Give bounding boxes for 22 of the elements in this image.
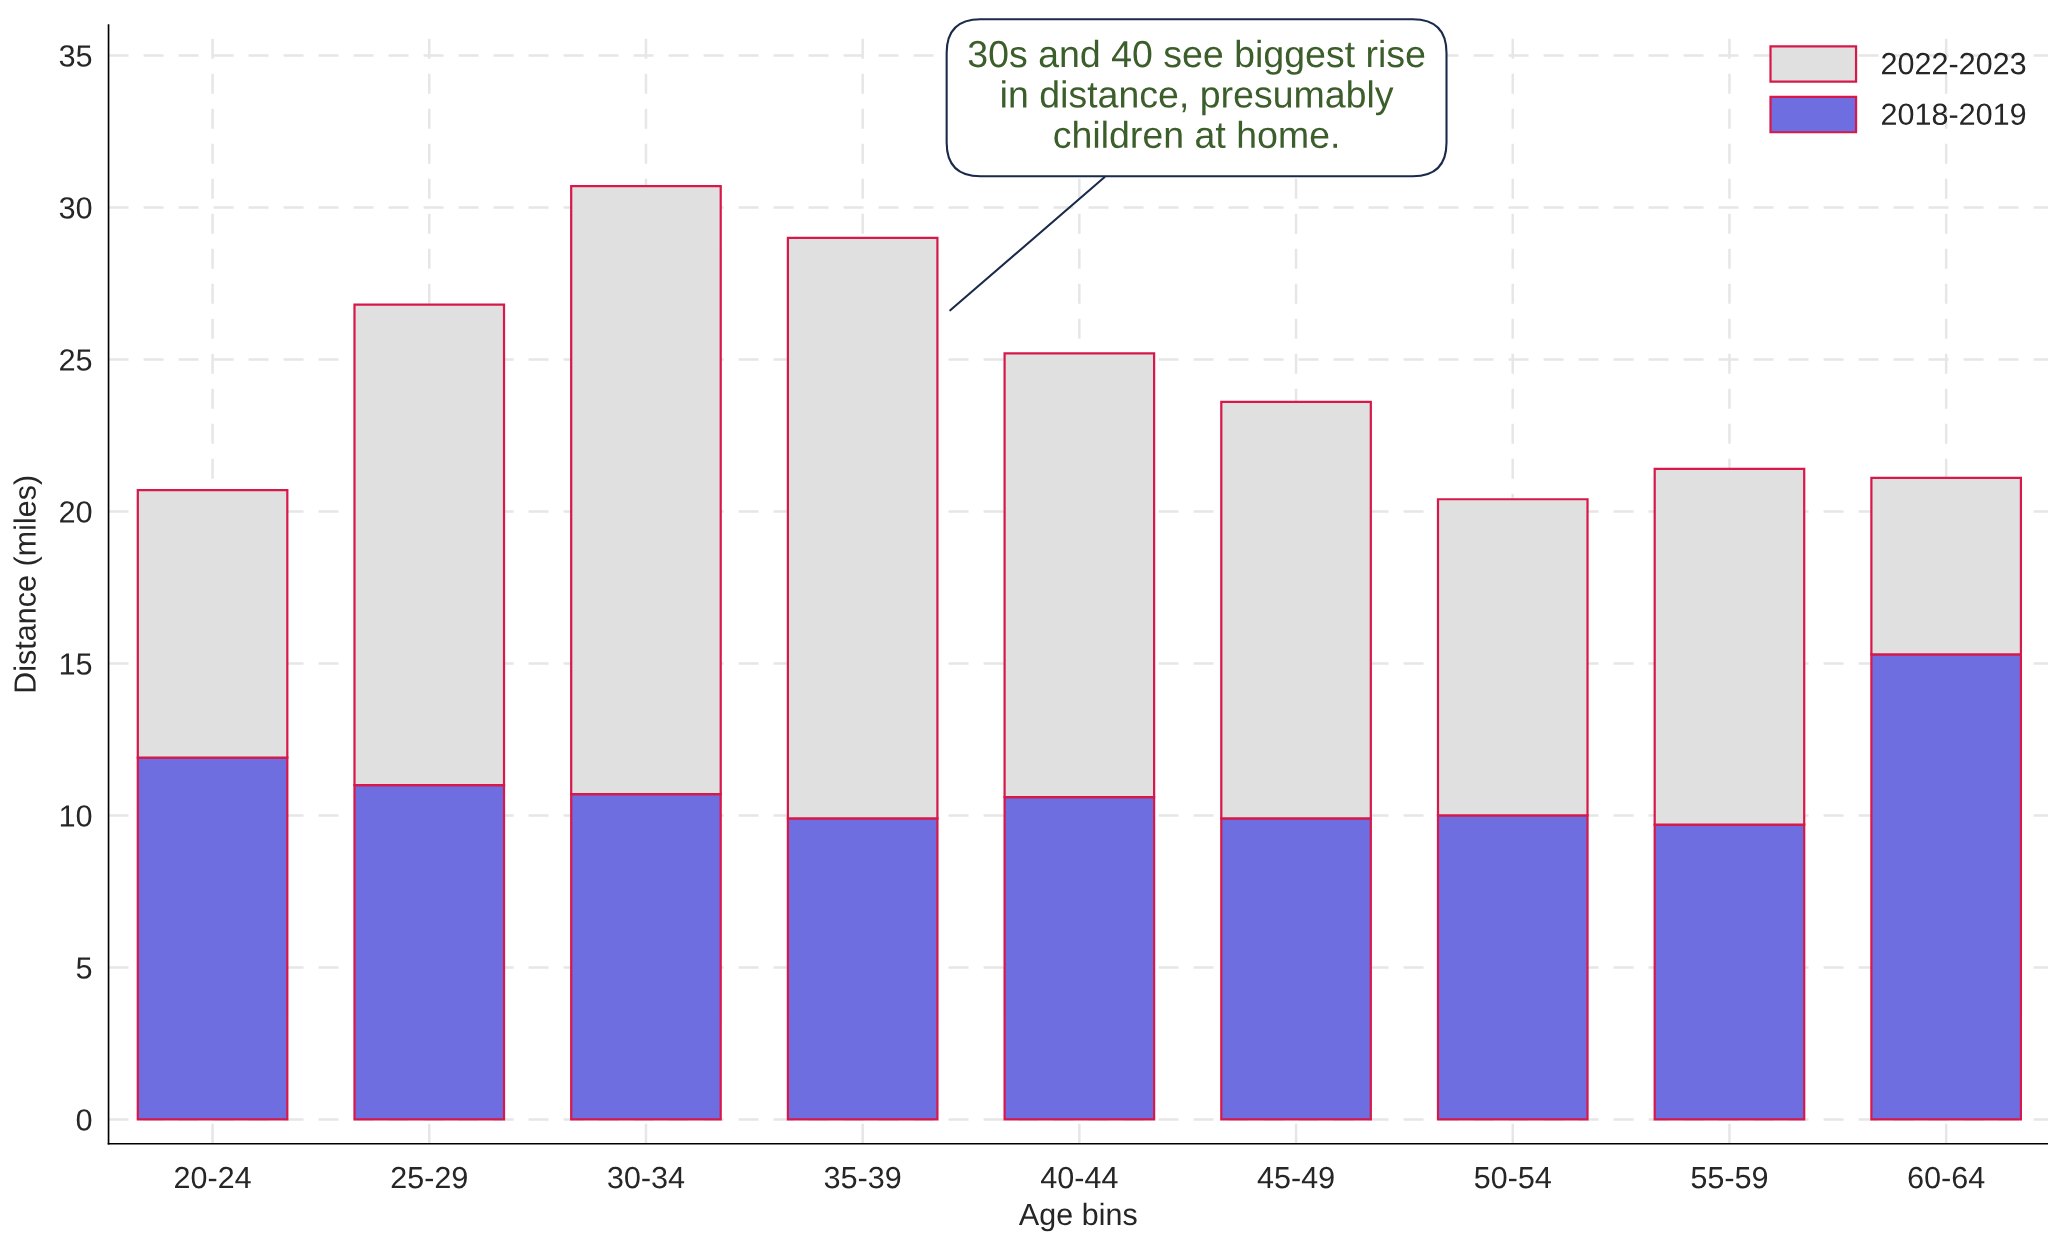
x-tick-label: 45-49 (1257, 1166, 1334, 1189)
y-tick-label: 5 (76, 957, 92, 979)
y-tick-label: 25 (60, 349, 92, 371)
legend-label: 2018-2019 (1882, 103, 2026, 126)
y-tick-label: 0 (76, 1109, 92, 1131)
x-tick-label: 55-59 (1691, 1166, 1768, 1189)
y-tick-label: 35 (59, 45, 92, 67)
x-tick-label: 50-54 (1474, 1166, 1551, 1189)
x-tick-label: 20-24 (175, 1166, 251, 1189)
x-axis-title: Age bins (1018, 1202, 1137, 1232)
x-tick-label: 25-29 (391, 1166, 467, 1189)
annotation: 30s and 40 see biggest rise in distance, presumably children at home. (968, 39, 1425, 149)
x-tick-label: 35-39 (824, 1166, 901, 1189)
y-tick-label: 15 (60, 653, 92, 675)
x-tick-label: 40-44 (1040, 1166, 1118, 1189)
x-tick-label: 60-64 (1908, 1166, 1985, 1189)
y-axis-title: Distance (miles) (13, 476, 42, 692)
y-tick-label: 20 (60, 501, 92, 523)
x-tick-label: 30-34 (608, 1166, 685, 1189)
y-tick-label: 10 (60, 805, 92, 827)
legend-label: 2022-2023 (1882, 52, 2026, 75)
y-tick-label: 30 (59, 197, 92, 219)
